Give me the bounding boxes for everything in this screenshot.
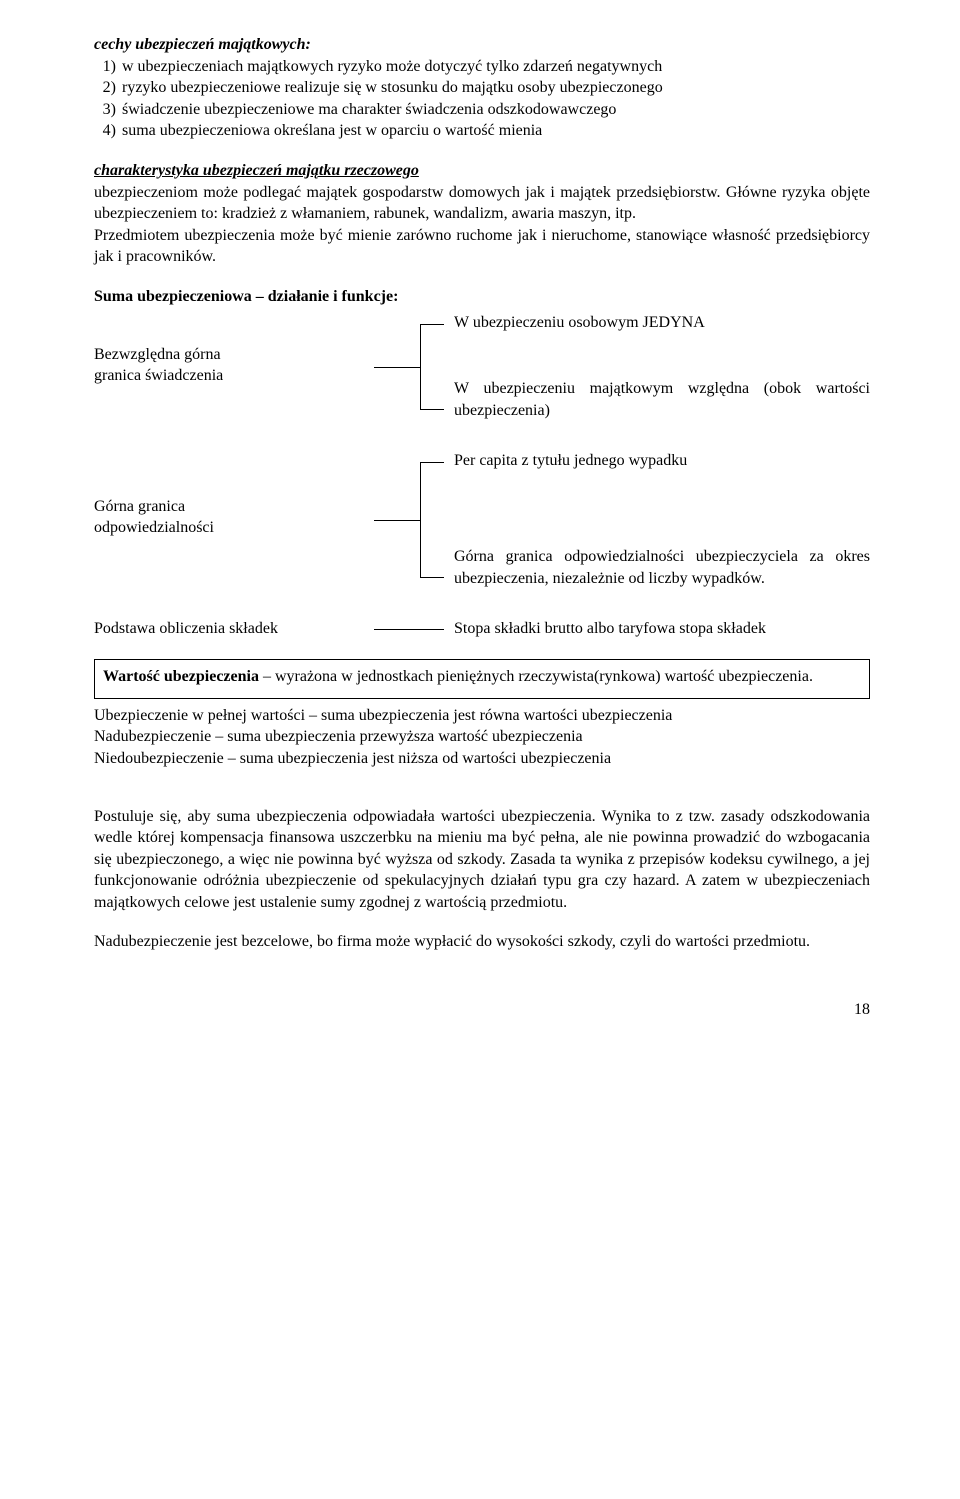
list-number: 4)	[94, 120, 122, 142]
list-item: 2)ryzyko ubezpieczeniowe realizuje się w…	[94, 77, 870, 99]
diagram-right-item: Per capita z tytułu jednego wypadku	[454, 450, 870, 472]
bracket-icon	[374, 312, 444, 422]
connector-line	[374, 629, 444, 630]
body-text: ubezpieczeniom może podlegać majątek gos…	[94, 182, 870, 225]
definition-box: Wartość ubezpieczenia – wyrażona w jedno…	[94, 659, 870, 699]
list-text: ryzyko ubezpieczeniowe realizuje się w s…	[122, 77, 870, 99]
page-number: 18	[94, 999, 870, 1021]
body-text: Postuluje się, aby suma ubezpieczenia od…	[94, 806, 870, 914]
diagram-right-item: W ubezpieczeniu osobowym JEDYNA	[454, 312, 870, 334]
list-number: 2)	[94, 77, 122, 99]
diagram-row: Bezwzględna górna granica świadczenia W …	[94, 312, 870, 422]
body-text: Nadubezpieczenie – suma ubezpieczenia pr…	[94, 726, 870, 748]
definition-text: – wyrażona w jednostkach pieniężnych rze…	[259, 668, 813, 685]
list-text: w ubezpieczeniach majątkowych ryzyko moż…	[122, 56, 870, 78]
diagram-right-item: Stopa składki brutto albo taryfowa stopa…	[444, 618, 870, 640]
list-text: świadczenie ubezpieczeniowe ma charakter…	[122, 99, 870, 121]
list-item: 3)świadczenie ubezpieczeniowe ma charakt…	[94, 99, 870, 121]
section-heading: cechy ubezpieczeń majątkowych:	[94, 34, 870, 56]
diagram-right-item: Górna granica odpowiedzialności ubezpiec…	[454, 546, 870, 589]
body-text: Nadubezpieczenie jest bezcelowe, bo firm…	[94, 931, 870, 953]
diagram-left-label: Górna granica odpowiedzialności	[94, 450, 374, 590]
section-heading: charakterystyka ubezpieczeń majątku rzec…	[94, 160, 870, 182]
diagram-right-group: W ubezpieczeniu osobowym JEDYNA W ubezpi…	[444, 312, 870, 422]
list-text: suma ubezpieczeniowa określana jest w op…	[122, 120, 870, 142]
body-text: Niedoubezpieczenie – suma ubezpieczenia …	[94, 748, 870, 770]
diagram-left-label: Podstawa obliczenia składek	[94, 618, 374, 640]
body-text: Ubezpieczenie w pełnej wartości – suma u…	[94, 705, 870, 727]
body-text: Przedmiotem ubezpieczenia może być mieni…	[94, 225, 870, 268]
list-number: 3)	[94, 99, 122, 121]
diagram-row: Górna granica odpowiedzialności Per capi…	[94, 450, 870, 590]
list-item: 1)w ubezpieczeniach majątkowych ryzyko m…	[94, 56, 870, 78]
list-number: 1)	[94, 56, 122, 78]
diagram-right-item: W ubezpieczeniu majątkowym względna (obo…	[454, 378, 870, 421]
diagram-group: Bezwzględna górna granica świadczenia W …	[94, 312, 870, 640]
section-heading: Suma ubezpieczeniowa – działanie i funkc…	[94, 286, 870, 308]
numbered-list: 1)w ubezpieczeniach majątkowych ryzyko m…	[94, 56, 870, 142]
list-item: 4)suma ubezpieczeniowa określana jest w …	[94, 120, 870, 142]
definition-term: Wartość ubezpieczenia	[103, 668, 259, 685]
diagram-left-label: Bezwzględna górna granica świadczenia	[94, 312, 374, 422]
bracket-icon	[374, 450, 444, 590]
diagram-row: Podstawa obliczenia składek Stopa składk…	[94, 618, 870, 640]
diagram-right-group: Per capita z tytułu jednego wypadku Górn…	[444, 450, 870, 590]
